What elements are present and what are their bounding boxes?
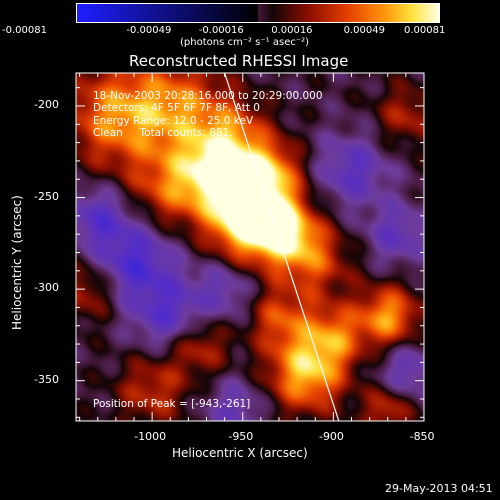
- y-tick-label: -350: [34, 372, 59, 386]
- x-axis-label: Heliocentric X (arcsec): [172, 446, 308, 460]
- x-tick-label: -900: [318, 430, 344, 443]
- annotation-line: Clean Total counts: 881.: [93, 127, 233, 140]
- y-tick-label: -200: [34, 97, 59, 111]
- peak-position-label: Position of Peak = [-943,-261]: [93, 398, 251, 410]
- plot-frame: [75, 72, 425, 422]
- solar-limb-line: [224, 72, 340, 422]
- annotation-line: Energy Range: 12.0 - 25.0 keV: [93, 114, 254, 127]
- annotation-block: 18-Nov-2003 20:28:16.000 to 20:29:00.000…: [93, 90, 323, 140]
- colorbar-units-label: (photons cm⁻² s⁻¹ asec⁻²): [180, 37, 310, 48]
- colorbar-tick-label: 0.00081: [404, 25, 446, 36]
- x-tick-label: -950: [228, 430, 254, 443]
- y-axis-label: Heliocentric Y (arcsec): [10, 195, 24, 330]
- chart-title: Reconstructed RHESSI Image: [129, 52, 349, 70]
- footer-date: 29-May-2013 04:51: [385, 482, 493, 495]
- colorbar: [76, 3, 440, 23]
- colorbar-tick-label: 0.00049: [343, 25, 385, 36]
- annotation-line: 18-Nov-2003 20:28:16.000 to 20:29:00.000: [93, 90, 323, 102]
- y-tick-label: -250: [34, 189, 59, 203]
- heatmap-image: [76, 73, 424, 421]
- colorbar-tick-label: -0.00049: [126, 25, 172, 36]
- annotation-line: Detectors: 4F 5F 6F 7F 8F, Att 0: [93, 102, 260, 115]
- x-tick-label: -1000: [134, 430, 167, 443]
- colorbar-tick-label: -0.00016: [198, 25, 244, 36]
- x-tick-label: -850: [409, 430, 435, 443]
- y-tick-label: -300: [34, 281, 59, 295]
- colorbar-tick-label: -0.00081: [2, 25, 47, 36]
- colorbar-tick-label: 0.00016: [271, 25, 313, 36]
